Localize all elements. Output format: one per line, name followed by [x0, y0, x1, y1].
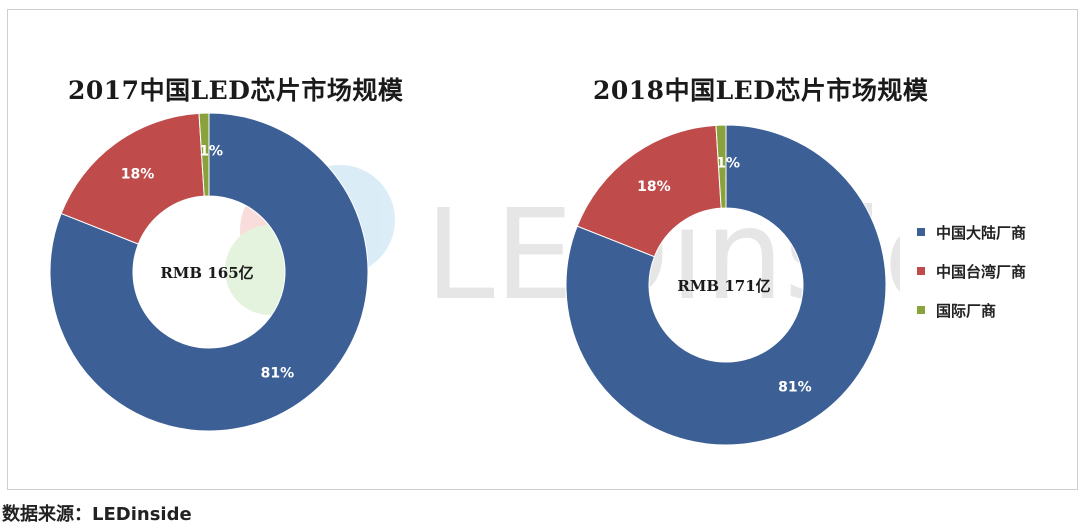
legend-swatch-taiwan	[917, 267, 925, 275]
legend-label-international: 国际厂商	[936, 301, 997, 320]
legend: 中国大陆厂商 中国台湾厂商 国际厂商	[917, 222, 1026, 339]
legend-item-mainland: 中国大陆厂商	[917, 222, 1026, 242]
donut-slice-2017-taiwan	[60, 112, 205, 245]
value-label-2018-international: 1%	[716, 155, 740, 171]
value-label-2018-taiwan: 18%	[637, 179, 671, 195]
value-label-2017-international: 1%	[199, 143, 223, 159]
chart-title-2018: 2018中国LED芯片市场规模	[593, 76, 929, 105]
donut-slice-2018-mainland	[565, 124, 887, 446]
legend-swatch-mainland	[917, 228, 925, 236]
donut-slice-2017-mainland	[49, 112, 369, 432]
center-label-2017: RMB 165亿	[160, 264, 253, 282]
donut-slice-2018-taiwan	[576, 124, 722, 258]
value-label-2017-mainland: 81%	[261, 366, 295, 382]
source-note: 数据来源：LEDinside	[2, 504, 192, 525]
center-label-2018: RMB 171亿	[677, 277, 770, 295]
legend-item-taiwan: 中国台湾厂商	[917, 261, 1026, 281]
legend-label-taiwan: 中国台湾厂商	[936, 262, 1027, 281]
chart-title-2017: 2017中国LED芯片市场规模	[68, 76, 404, 105]
value-label-2017-taiwan: 18%	[121, 167, 155, 183]
legend-swatch-international	[917, 306, 925, 314]
donut-slice-2018-international	[715, 124, 727, 209]
legend-item-international: 国际厂商	[917, 300, 1026, 320]
donut-slice-2017-international	[198, 112, 210, 197]
legend-label-mainland: 中国大陆厂商	[936, 223, 1027, 242]
value-label-2018-mainland: 81%	[778, 379, 812, 395]
